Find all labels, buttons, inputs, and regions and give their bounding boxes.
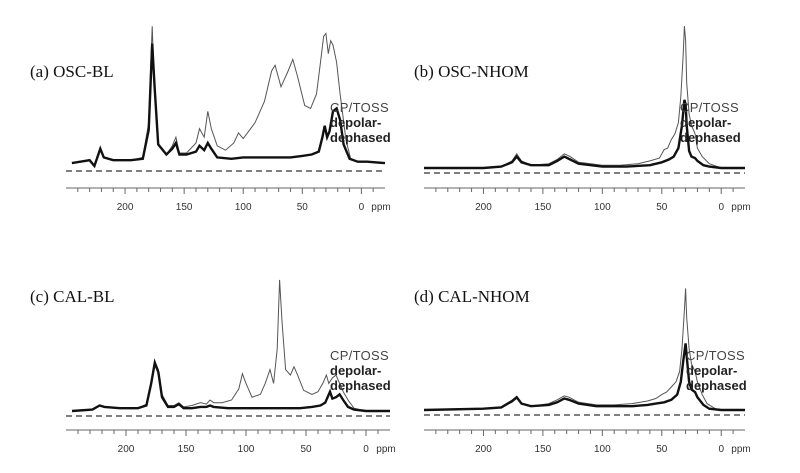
- x-tick-label: 0: [359, 202, 365, 213]
- legend-cp-toss: CP/TOSS: [680, 100, 739, 115]
- series-line-dephased: [71, 43, 386, 169]
- x-axis-unit: ppm: [731, 202, 750, 213]
- x-tick-label: 0: [718, 202, 724, 213]
- legend-cp-toss: CP/TOSS: [686, 348, 745, 363]
- panel-label: (a) OSC-BL: [30, 62, 114, 81]
- x-tick-label: 150: [535, 202, 552, 213]
- x-tick-label: 100: [594, 202, 611, 213]
- spectrum-panel-4: (d) CAL-NHOM 200 150 100 50 0 ppm CP/TOSSdepola…: [414, 287, 751, 455]
- legend-dephased: dephased: [686, 378, 747, 393]
- x-tick-label: 100: [235, 202, 252, 213]
- x-tick-label: 100: [594, 444, 611, 455]
- legend-depolar: depolar-: [330, 363, 381, 378]
- x-tick-label: 200: [117, 202, 134, 213]
- panel-label: (b) OSC-NHOM: [414, 62, 529, 81]
- legend-cp-toss: CP/TOSS: [330, 100, 389, 115]
- legend-depolar: depolar-: [680, 115, 731, 130]
- x-tick-label: 50: [656, 444, 668, 455]
- series-line-cp-toss: [71, 26, 386, 168]
- legend-depolar: depolar-: [330, 115, 381, 130]
- x-axis-unit: ppm: [731, 444, 750, 455]
- legend-dephased: dephased: [330, 378, 391, 393]
- x-tick-label: 150: [178, 444, 195, 455]
- x-tick-label: 0: [363, 444, 369, 455]
- x-tick-label: 200: [475, 444, 492, 455]
- spectrum-panel-3: (c) CAL-BL 200 150 100 50 0 ppm CP/TOSSdepolar-…: [30, 279, 396, 455]
- series-line-dephased: [71, 358, 390, 413]
- series-line-dephased: [423, 343, 745, 412]
- x-axis-unit: ppm: [376, 444, 395, 455]
- x-tick-label: 200: [118, 444, 135, 455]
- x-tick-label: 50: [297, 202, 309, 213]
- x-tick-label: 0: [718, 444, 724, 455]
- x-tick-label: 150: [176, 202, 193, 213]
- x-tick-label: 200: [475, 202, 492, 213]
- x-axis-unit: ppm: [371, 202, 390, 213]
- spectrum-panel-1: (a) OSC-BL 200 150 100 50 0 ppm CP/TOSSdepolar-…: [30, 26, 391, 213]
- x-tick-label: 100: [238, 444, 255, 455]
- legend-dephased: dephased: [680, 130, 741, 145]
- panel-label: (d) CAL-NHOM: [414, 287, 530, 306]
- series-line-dephased: [424, 99, 745, 170]
- x-tick-label: 150: [535, 444, 552, 455]
- x-tick-label: 50: [300, 444, 312, 455]
- legend-dephased: dephased: [330, 130, 391, 145]
- series-line-cp-toss: [424, 25, 745, 169]
- x-tick-label: 50: [656, 202, 668, 213]
- legend-cp-toss: CP/TOSS: [330, 348, 389, 363]
- legend-depolar: depolar-: [686, 363, 737, 378]
- spectrum-panel-2: (b) OSC-NHOM 200 150 100 50 0 ppm CP/TOSSdepola…: [414, 25, 751, 213]
- panel-label: (c) CAL-BL: [30, 287, 115, 306]
